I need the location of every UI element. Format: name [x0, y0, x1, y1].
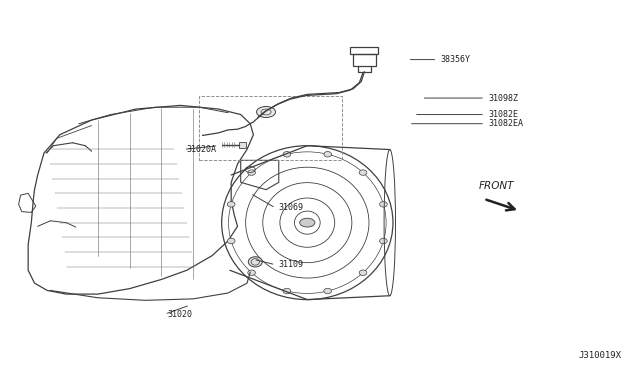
Text: 31098Z: 31098Z [488, 93, 518, 103]
Bar [353, 54, 376, 66]
Ellipse shape [248, 170, 255, 175]
Text: 31020A: 31020A [187, 145, 217, 154]
Ellipse shape [227, 238, 235, 244]
Ellipse shape [283, 151, 291, 157]
Ellipse shape [324, 151, 332, 157]
Text: 31020: 31020 [168, 310, 193, 319]
Ellipse shape [359, 270, 367, 275]
Bar [239, 142, 246, 148]
Ellipse shape [380, 202, 387, 207]
Ellipse shape [359, 170, 367, 175]
Ellipse shape [248, 257, 262, 267]
Text: J310019X: J310019X [579, 351, 621, 360]
Text: 38356Y: 38356Y [440, 55, 470, 64]
Ellipse shape [324, 288, 332, 294]
Text: 31082E: 31082E [488, 110, 518, 119]
Ellipse shape [248, 270, 255, 275]
Ellipse shape [227, 202, 235, 207]
Text: FRONT: FRONT [479, 182, 514, 192]
Text: 31069: 31069 [279, 203, 304, 212]
Bar [351, 48, 378, 54]
Ellipse shape [283, 288, 291, 294]
Text: 31082EA: 31082EA [488, 119, 523, 128]
Circle shape [300, 218, 315, 227]
Ellipse shape [380, 238, 387, 244]
Circle shape [257, 106, 276, 118]
Text: 31109: 31109 [279, 260, 304, 269]
Bar [200, 96, 342, 160]
